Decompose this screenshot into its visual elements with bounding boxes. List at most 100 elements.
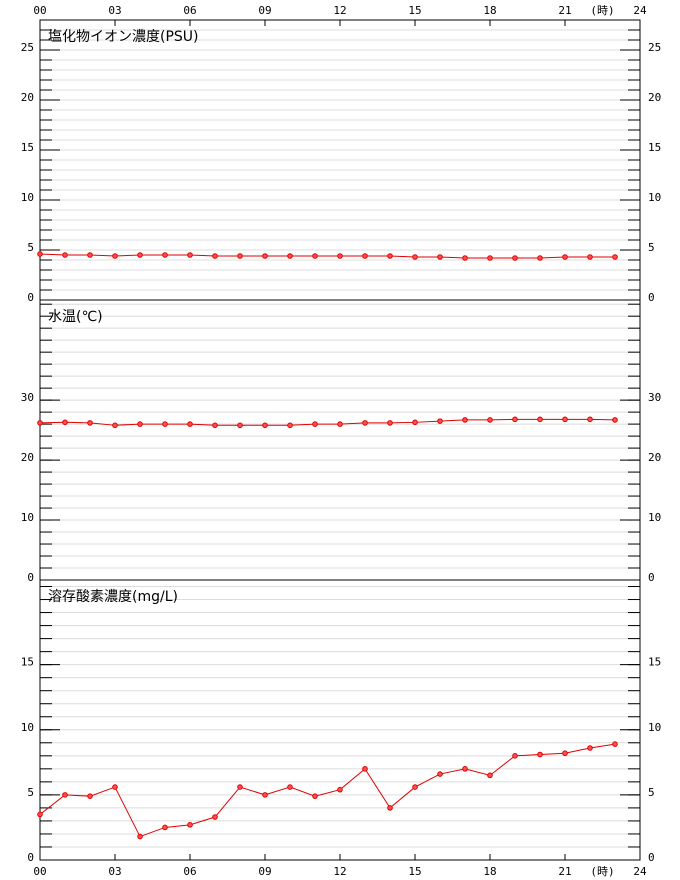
data-point <box>87 420 93 426</box>
data-point <box>362 766 368 772</box>
y-tick-label: 5 <box>648 241 655 254</box>
x-tick-label: 18 <box>483 865 496 878</box>
data-point <box>462 255 468 261</box>
data-point <box>162 824 168 831</box>
data-point <box>562 254 568 260</box>
data-point <box>37 251 43 257</box>
y-tick-label: 20 <box>21 91 34 104</box>
data-point <box>512 753 518 759</box>
data-point <box>537 751 543 758</box>
x-tick-label: 21 <box>558 4 571 17</box>
data-point <box>262 422 268 429</box>
data-point <box>262 792 268 798</box>
y-tick-label: 0 <box>648 571 655 584</box>
data-point <box>162 252 168 258</box>
x-tick-label: 12 <box>333 865 346 878</box>
y-tick-label: 5 <box>27 786 34 799</box>
data-point <box>337 253 343 259</box>
y-tick-label: 5 <box>27 241 34 254</box>
data-point <box>487 255 493 261</box>
data-point <box>237 784 243 790</box>
data-point <box>212 422 218 429</box>
data-point <box>237 422 243 429</box>
data-point <box>462 417 468 423</box>
data-point <box>437 418 443 424</box>
y-tick-label: 25 <box>648 41 661 54</box>
y-tick-label: 5 <box>648 786 655 799</box>
x-tick-label: 06 <box>183 865 196 878</box>
data-point <box>137 421 143 427</box>
x-tick-label: 18 <box>483 4 496 17</box>
data-line <box>39 253 615 259</box>
y-tick-label: 10 <box>648 511 661 524</box>
panel-title: 水温(℃) <box>48 309 103 325</box>
x-tick-label: 24 <box>633 4 647 17</box>
y-tick-label: 25 <box>21 41 34 54</box>
x-tick-label: 06 <box>183 4 196 17</box>
x-tick-label: 15 <box>408 865 421 878</box>
y-tick-label: 0 <box>648 851 655 864</box>
data-point <box>412 419 418 426</box>
data-point <box>437 771 443 777</box>
data-point <box>112 784 118 790</box>
data-point <box>537 416 543 423</box>
data-point <box>287 422 293 429</box>
data-point <box>437 254 443 260</box>
data-point <box>212 814 218 820</box>
x-tick-label: 21 <box>558 865 571 878</box>
data-point <box>612 417 618 423</box>
x-tick-label: 24 <box>633 865 647 878</box>
x-tick-label: 09 <box>258 865 271 878</box>
y-tick-label: 10 <box>648 191 661 204</box>
data-point <box>287 784 293 790</box>
y-tick-label: 0 <box>27 291 34 304</box>
x-unit: (時) <box>590 4 614 17</box>
data-line <box>39 418 616 426</box>
data-point <box>37 420 43 426</box>
data-point <box>512 255 518 261</box>
y-tick-label: 15 <box>648 656 661 669</box>
data-line <box>39 743 616 838</box>
data-point <box>387 420 393 426</box>
data-point <box>562 750 568 757</box>
x-tick-label: 00 <box>33 4 46 17</box>
panel-title: 溶存酸素濃度(mg/L) <box>48 589 178 605</box>
data-point <box>262 253 268 259</box>
panel-frame <box>39 579 641 861</box>
panel-title: 塩化物イオン濃度(PSU) <box>48 29 199 45</box>
y-tick-label: 10 <box>21 721 34 734</box>
data-point <box>87 252 93 258</box>
y-tick-label: 20 <box>648 91 661 104</box>
data-point <box>187 421 193 427</box>
data-point <box>62 419 68 426</box>
y-tick-label: 15 <box>648 141 661 154</box>
data-point <box>287 253 293 259</box>
x-tick-label: 09 <box>258 4 271 17</box>
data-point <box>312 793 318 799</box>
x-tick-label: 00 <box>33 865 46 878</box>
x-tick-label: 15 <box>408 4 421 17</box>
data-point <box>187 252 193 258</box>
y-tick-label: 0 <box>648 291 655 304</box>
y-tick-label: 15 <box>21 656 34 669</box>
panel-frame <box>39 299 641 581</box>
data-point <box>212 253 218 259</box>
data-point <box>462 766 468 772</box>
data-point <box>412 784 418 790</box>
data-point <box>337 786 343 793</box>
x-tick-label: 12 <box>333 4 346 17</box>
data-point <box>387 805 393 811</box>
data-point <box>562 416 568 423</box>
data-point <box>137 833 143 840</box>
x-tick-label: 03 <box>108 865 121 878</box>
data-point <box>587 416 593 423</box>
x-unit: (時) <box>590 865 614 878</box>
y-tick-label: 0 <box>27 851 34 864</box>
data-point <box>512 416 518 423</box>
data-point <box>587 254 593 260</box>
data-point <box>487 772 493 779</box>
y-tick-label: 10 <box>648 721 661 734</box>
y-tick-label: 0 <box>27 571 34 584</box>
y-tick-label: 20 <box>648 451 661 464</box>
